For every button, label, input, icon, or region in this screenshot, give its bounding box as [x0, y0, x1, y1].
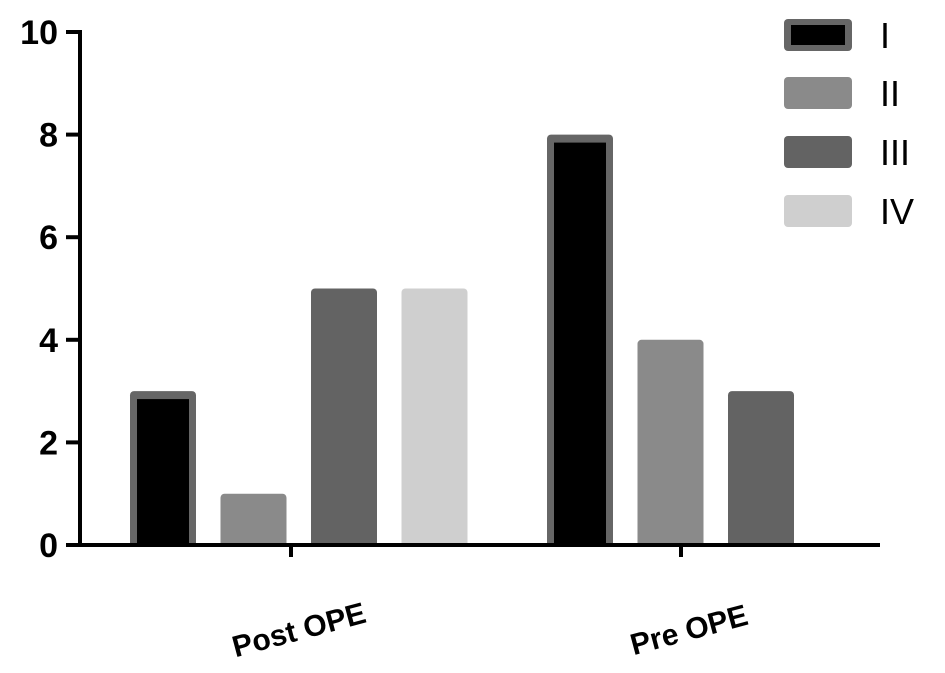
y-tick-label-8: 8 — [39, 117, 58, 155]
y-tick-label-2: 2 — [39, 424, 58, 462]
bar-II-pre-ope — [637, 339, 704, 547]
x-tick-label-pre-ope: Pre OPE — [627, 599, 752, 662]
bar-II-post-ope — [220, 493, 287, 547]
y-tick-label-10: 10 — [20, 14, 58, 52]
legend-label-I: I — [880, 15, 890, 56]
bar-I-post-ope — [137, 399, 189, 545]
x-tick-label-post-ope: Post OPE — [229, 597, 370, 664]
legend-swatch-I — [791, 25, 845, 45]
legend-swatch-III — [784, 136, 852, 168]
legend-label-III: III — [880, 132, 910, 173]
y-tick-label-6: 6 — [39, 219, 58, 257]
y-tick-label-0: 0 — [39, 527, 58, 565]
legend-label-IV: IV — [880, 191, 914, 232]
bar-III-pre-ope — [728, 391, 794, 547]
bar-III-post-ope — [311, 288, 377, 547]
bars — [130, 134, 794, 547]
legend-label-II: II — [880, 73, 900, 114]
legend-swatch-IV — [784, 195, 852, 227]
legend-swatch-II — [784, 77, 852, 109]
bar-I-pre-ope — [554, 142, 606, 545]
bar-IV-post-ope — [401, 288, 468, 547]
y-tick-label-4: 4 — [39, 322, 58, 360]
